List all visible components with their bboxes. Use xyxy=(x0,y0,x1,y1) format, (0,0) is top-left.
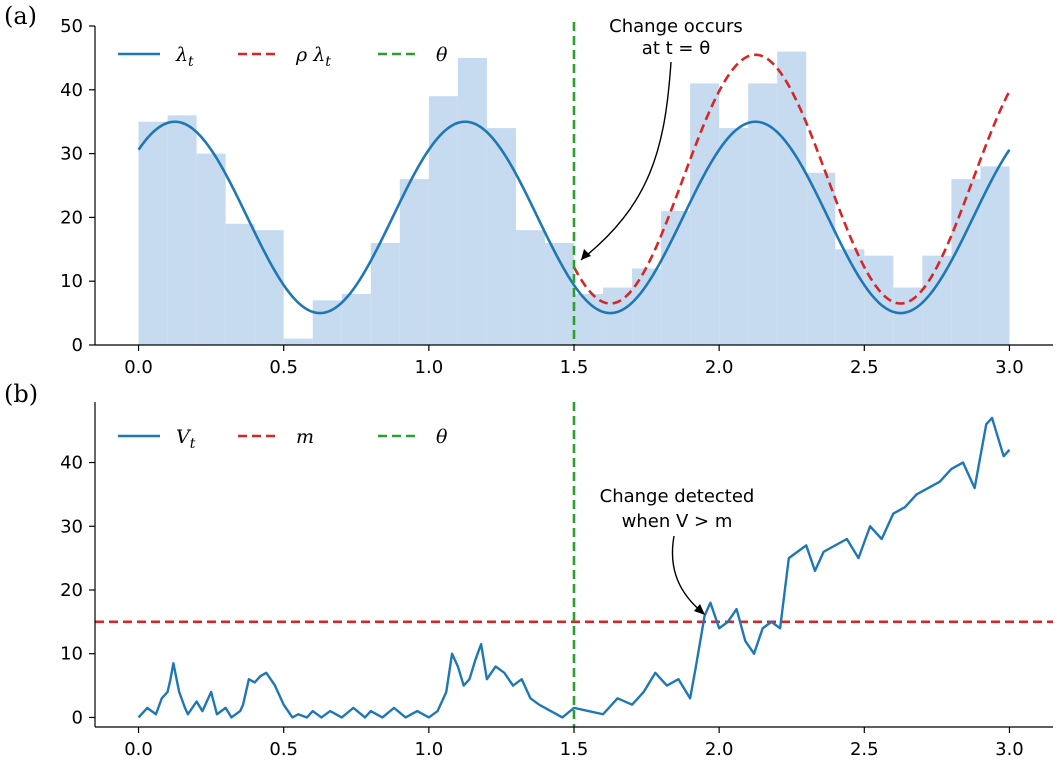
annotation-line-1: Change occurs xyxy=(609,16,743,37)
y-tick-label: 20 xyxy=(60,580,83,601)
y-tick-label: 50 xyxy=(60,16,83,37)
y-tick-label: 30 xyxy=(60,144,83,165)
histogram-bar xyxy=(167,115,197,345)
histogram-bar xyxy=(777,51,807,346)
y-tick-label: 10 xyxy=(60,271,83,292)
histogram-bar xyxy=(806,172,836,345)
x-tick-label: 1.5 xyxy=(560,739,589,760)
histogram-bar xyxy=(980,166,1010,345)
legend: Vt m θ xyxy=(118,426,448,452)
histogram-bar xyxy=(690,83,720,346)
annotation-arrow xyxy=(580,61,672,261)
histogram-bar xyxy=(428,96,458,346)
y-tick-label: 10 xyxy=(60,644,83,665)
annotation-change-detected: Change detected when V > m xyxy=(600,486,755,615)
legend: λt ρ λt θ xyxy=(118,44,448,70)
histogram-bar xyxy=(138,121,168,345)
annotation-arrowhead xyxy=(581,249,591,260)
lambda-series-line xyxy=(137,120,1011,315)
histogram-bar xyxy=(341,293,371,345)
annotation-arrowhead xyxy=(694,604,705,615)
legend-label-lambda: λt xyxy=(175,44,194,70)
histogram-bar xyxy=(399,179,429,345)
rho-lambda-series-line xyxy=(572,53,1011,305)
panel-b: (b) 0.0 0.5 1.0 1.5 2.0 2.5 3.0 0 10 20 30 40 Vt m… xyxy=(4,380,1053,760)
y-tick-label: 0 xyxy=(72,707,83,728)
legend-label-v: Vt xyxy=(176,426,196,452)
x-ticks: 0.0 0.5 1.0 1.5 2.0 2.5 3.0 xyxy=(124,345,1024,378)
x-ticks: 0.0 0.5 1.0 1.5 2.0 2.5 3.0 xyxy=(124,727,1024,760)
histogram-bar xyxy=(719,128,749,345)
annotation-change-occurs: Change occurs at t = θ xyxy=(580,16,743,261)
histogram-bar xyxy=(457,57,487,346)
legend-label-rho-lambda: ρ λt xyxy=(295,44,331,70)
y-tick-label: 30 xyxy=(60,516,83,537)
histogram-bar xyxy=(254,230,284,345)
y-tick-label: 0 xyxy=(72,335,83,356)
histogram-bar xyxy=(283,338,313,345)
annotation-line-2: when V > m xyxy=(622,511,733,532)
histogram-bar xyxy=(632,268,662,345)
panel-b-label: (b) xyxy=(4,380,38,408)
legend-label-theta: θ xyxy=(436,44,448,66)
histogram-bar xyxy=(196,153,226,345)
y-ticks: 0 10 20 30 40 xyxy=(60,453,95,728)
histogram-bar xyxy=(515,230,545,345)
y-tick-label: 20 xyxy=(60,207,83,228)
x-tick-label: 2.0 xyxy=(705,357,734,378)
x-tick-label: 2.0 xyxy=(705,739,734,760)
histogram-bar xyxy=(225,223,255,345)
panel-a-label: (a) xyxy=(4,2,37,30)
histogram-bar xyxy=(893,287,923,345)
v-series-line xyxy=(137,416,1011,719)
histogram-bar xyxy=(835,249,865,345)
annotation-arrow xyxy=(671,535,704,614)
x-tick-label: 0.5 xyxy=(269,739,298,760)
x-tick-label: 2.5 xyxy=(850,739,879,760)
x-tick-label: 3.0 xyxy=(995,739,1024,760)
x-tick-label: 0.0 xyxy=(124,357,153,378)
x-tick-label: 1.0 xyxy=(415,357,444,378)
x-tick-label: 1.0 xyxy=(415,739,444,760)
histogram-bar xyxy=(603,287,633,345)
x-tick-label: 1.5 xyxy=(560,357,589,378)
annotation-line-1: Change detected xyxy=(600,486,755,507)
x-tick-label: 2.5 xyxy=(850,357,879,378)
panel-a: (a) 0.0 0.5 1.0 1.5 2.0 2.5 3.0 0 10 20 30 40 50 λt… xyxy=(4,2,1053,378)
x-tick-label: 0.0 xyxy=(124,739,153,760)
y-tick-label: 40 xyxy=(60,80,83,101)
y-tick-label: 40 xyxy=(60,453,83,474)
histogram-bar xyxy=(951,179,981,345)
legend-label-theta: θ xyxy=(436,426,448,448)
annotation-line-2: at t = θ xyxy=(642,38,710,59)
histogram-bar xyxy=(370,242,400,345)
legend-label-m: m xyxy=(296,426,314,448)
histogram xyxy=(138,51,1010,346)
x-tick-label: 3.0 xyxy=(995,357,1024,378)
histogram-bar xyxy=(486,128,516,345)
y-ticks: 0 10 20 30 40 50 xyxy=(60,16,95,356)
x-tick-label: 0.5 xyxy=(269,357,298,378)
